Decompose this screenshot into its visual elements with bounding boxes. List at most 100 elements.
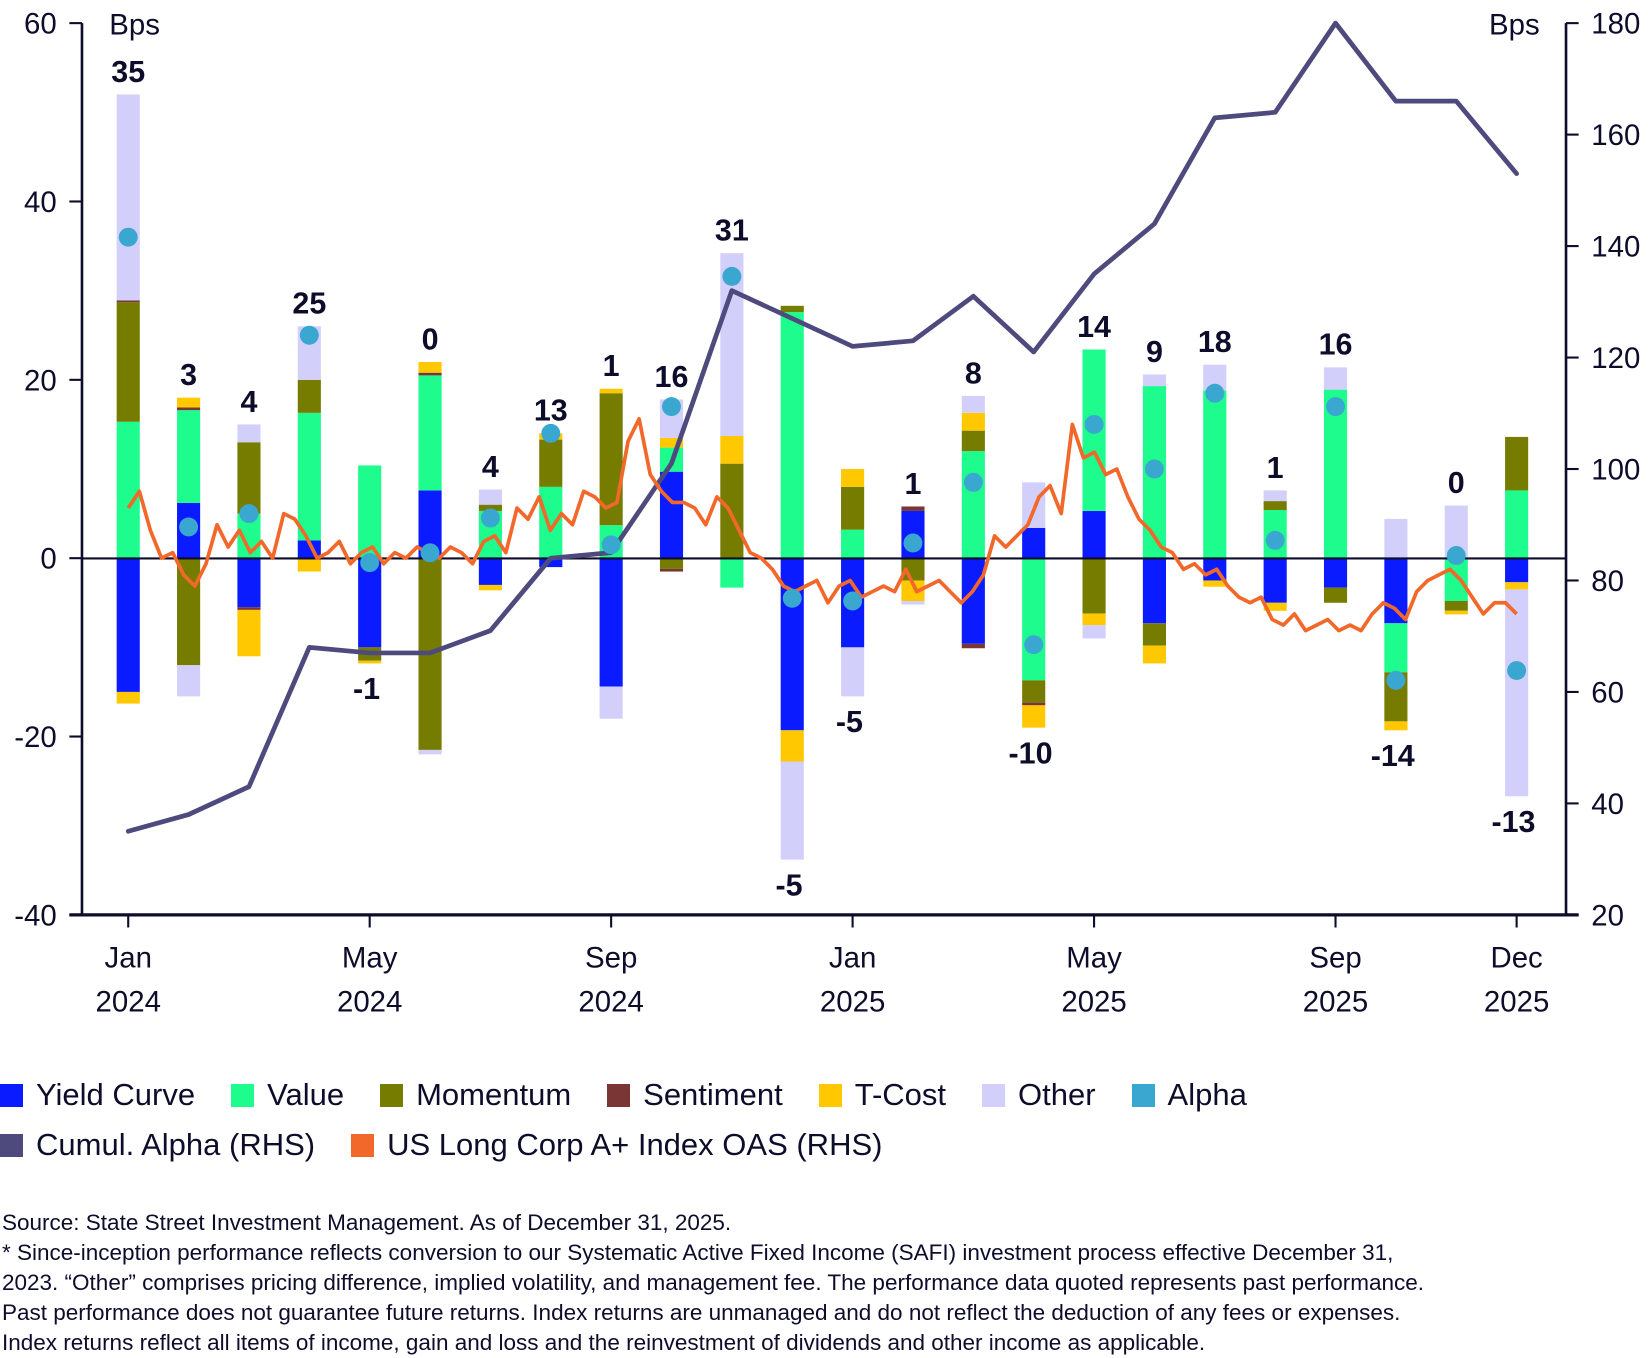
legend-item: Momentum	[380, 1077, 571, 1113]
bar-segment-value	[358, 465, 382, 559]
total-label: 1	[904, 467, 921, 501]
bar-segment-t-cost	[961, 412, 985, 431]
x-tick-month: May	[1066, 941, 1122, 974]
bar-segment-other	[1505, 589, 1529, 797]
legend-swatch	[0, 1083, 23, 1107]
bar-segment-yield-curve	[1323, 558, 1348, 588]
bar-segment-other	[599, 686, 623, 719]
oas-layer	[126, 417, 1518, 633]
x-tick-year: 2024	[578, 986, 643, 1019]
bar-segment-value	[1022, 558, 1046, 681]
x-tick-month: Jan	[105, 941, 152, 974]
legend-label: Cumul. Alpha (RHS)	[36, 1127, 316, 1162]
bar-segment-sentiment	[901, 506, 925, 511]
left-y-ticks: 60 40 20 0 -20 -40	[14, 8, 82, 932]
legend-row-lines: Cumul. Alpha (RHS) US Long Corp A+ Index …	[0, 1120, 1648, 1170]
bar-segment-momentum	[659, 558, 684, 569]
legend-label: US Long Corp A+ Index OAS (RHS)	[387, 1127, 883, 1162]
bar-segment-momentum	[1022, 680, 1046, 703]
bar-segment-other	[720, 253, 744, 437]
bar-segment-momentum	[961, 430, 985, 452]
total-label: 4	[240, 385, 257, 419]
total-label: 18	[1198, 325, 1232, 359]
bar-segment-t-cost	[1022, 705, 1046, 728]
legend-item: Yield Curve	[0, 1077, 195, 1113]
legend-swatch	[351, 1133, 375, 1157]
alpha-dot	[1265, 530, 1285, 550]
bar-segment-value	[1203, 390, 1227, 559]
alpha-dots-layer	[118, 227, 1527, 690]
bar-segment-momentum	[237, 442, 261, 514]
bar-segment-value	[720, 558, 744, 588]
bars-layer	[116, 94, 1529, 860]
bar-segment-yield-curve	[418, 490, 442, 559]
alpha-dot	[601, 535, 621, 555]
bar-segment-value	[780, 312, 804, 559]
alpha-dot	[843, 591, 863, 611]
legend-label: Alpha	[1167, 1077, 1247, 1112]
bar-segment-momentum	[841, 486, 865, 530]
legend-swatch	[818, 1083, 842, 1107]
total-label: -1	[353, 672, 380, 706]
left-tick-label: 20	[24, 364, 57, 397]
alpha-dot	[360, 553, 380, 573]
left-tick-label: 40	[24, 186, 57, 219]
bar-segment-momentum	[1444, 600, 1468, 611]
bar-segment-t-cost	[1263, 602, 1287, 611]
bar-segment-other	[418, 749, 442, 755]
legend-item: Alpha	[1131, 1077, 1247, 1113]
right-tick-label: 160	[1591, 119, 1640, 152]
total-label: 0	[1448, 466, 1465, 500]
x-tick-month: Sep	[1309, 941, 1361, 974]
alpha-dot	[118, 227, 138, 247]
legend-item: T-Cost	[818, 1077, 947, 1113]
x-tick-month: May	[342, 941, 398, 974]
left-axis-unit: Bps	[109, 9, 160, 42]
alpha-dot	[1386, 670, 1406, 690]
legend-item: US Long Corp A+ Index OAS (RHS)	[351, 1127, 882, 1163]
bar-segment-t-cost	[720, 436, 744, 464]
total-label: 14	[1077, 310, 1111, 344]
left-tick-label: -40	[14, 899, 57, 932]
legend-swatch	[231, 1083, 255, 1107]
alpha-dot	[1507, 661, 1527, 681]
legend-item: Cumul. Alpha (RHS)	[0, 1127, 315, 1163]
x-tick-year: 2025	[1303, 986, 1368, 1019]
bar-segment-other	[177, 665, 201, 697]
bar-segment-other	[237, 424, 261, 443]
total-label: 4	[482, 450, 499, 484]
right-tick-label: 20	[1591, 899, 1624, 932]
bar-segment-other	[961, 395, 985, 413]
footnote-line: Past performance does not guarantee futu…	[2, 1300, 1401, 1325]
total-label: -10	[1009, 736, 1053, 770]
total-label: 35	[111, 55, 145, 89]
alpha-dot	[722, 266, 742, 286]
bar-segment-momentum	[1263, 501, 1287, 511]
total-label: 9	[1146, 335, 1163, 369]
bar-segment-yield-curve	[358, 558, 382, 648]
legend-label: T-Cost	[854, 1077, 947, 1112]
bar-segment-t-cost	[1082, 613, 1106, 626]
right-tick-label: 180	[1591, 8, 1640, 41]
total-label: 16	[1319, 328, 1353, 362]
footnote-line: Index returns reflect all items of incom…	[2, 1330, 1206, 1355]
x-tick-year: 2025	[1484, 986, 1549, 1019]
bar-segment-yield-curve	[659, 471, 684, 559]
alpha-dot	[480, 508, 500, 528]
bar-segment-yield-curve	[599, 558, 623, 687]
bar-segment-t-cost	[1444, 610, 1468, 615]
bar-segment-other	[1082, 625, 1106, 639]
bar-segment-yield-curve	[478, 558, 502, 585]
bar-segment-other	[1263, 490, 1287, 502]
right-tick-label: 80	[1591, 565, 1624, 598]
x-tick-month: Dec	[1490, 941, 1542, 974]
bar-segment-sentiment	[177, 407, 201, 411]
bar-segment-sentiment	[237, 607, 261, 610]
right-tick-label: 100	[1591, 454, 1640, 487]
legend: Yield Curve Value Momentum Sentiment T-Cost O…	[0, 1070, 1648, 1170]
x-tick-year: 2024	[96, 986, 161, 1019]
total-label: 13	[534, 394, 568, 428]
bar-segment-t-cost	[1505, 582, 1529, 590]
legend-swatch	[1131, 1083, 1155, 1107]
total-label: 8	[965, 356, 982, 390]
